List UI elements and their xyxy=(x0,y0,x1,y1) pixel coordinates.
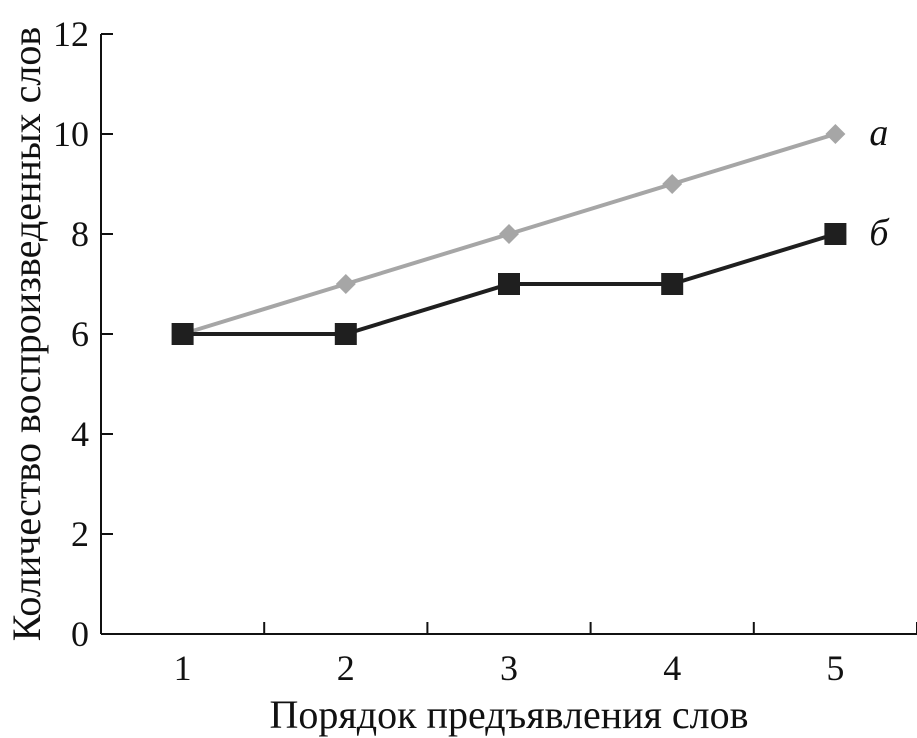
y-tick-label: 2 xyxy=(71,514,89,554)
y-axis-title: Количество воспроизведенных слов xyxy=(4,27,49,642)
x-tick-label: 5 xyxy=(826,648,844,688)
x-axis-title: Порядок предъявления слов xyxy=(269,692,748,737)
data-point xyxy=(334,323,357,345)
y-tick-label: 4 xyxy=(71,414,89,454)
y-tick-label: 8 xyxy=(71,214,89,254)
x-tick-label: 4 xyxy=(663,648,681,688)
data-point xyxy=(499,224,519,244)
y-tick-label: 10 xyxy=(53,114,89,154)
x-tick-label: 3 xyxy=(500,648,518,688)
x-tick-label: 1 xyxy=(174,648,192,688)
series-label: б xyxy=(869,212,890,254)
data-point xyxy=(661,273,684,295)
data-point xyxy=(498,273,520,295)
data-point xyxy=(335,274,356,294)
y-tick-label: 0 xyxy=(71,614,89,654)
series-2: б xyxy=(171,212,890,345)
data-point xyxy=(171,323,194,345)
series-label: а xyxy=(869,112,888,154)
data-point xyxy=(825,124,846,144)
series-1: а xyxy=(172,112,888,344)
series-group: аб xyxy=(171,112,890,345)
y-tick-label: 12 xyxy=(53,14,89,54)
data-point xyxy=(662,174,683,194)
data-point xyxy=(824,223,847,245)
x-tick-label: 2 xyxy=(337,648,355,688)
y-tick-label: 6 xyxy=(71,314,89,354)
y-axis-ticks: 0 2 4 6 8 10 12 xyxy=(53,14,113,654)
x-axis-ticks: 1 2 3 4 5 xyxy=(100,622,917,688)
